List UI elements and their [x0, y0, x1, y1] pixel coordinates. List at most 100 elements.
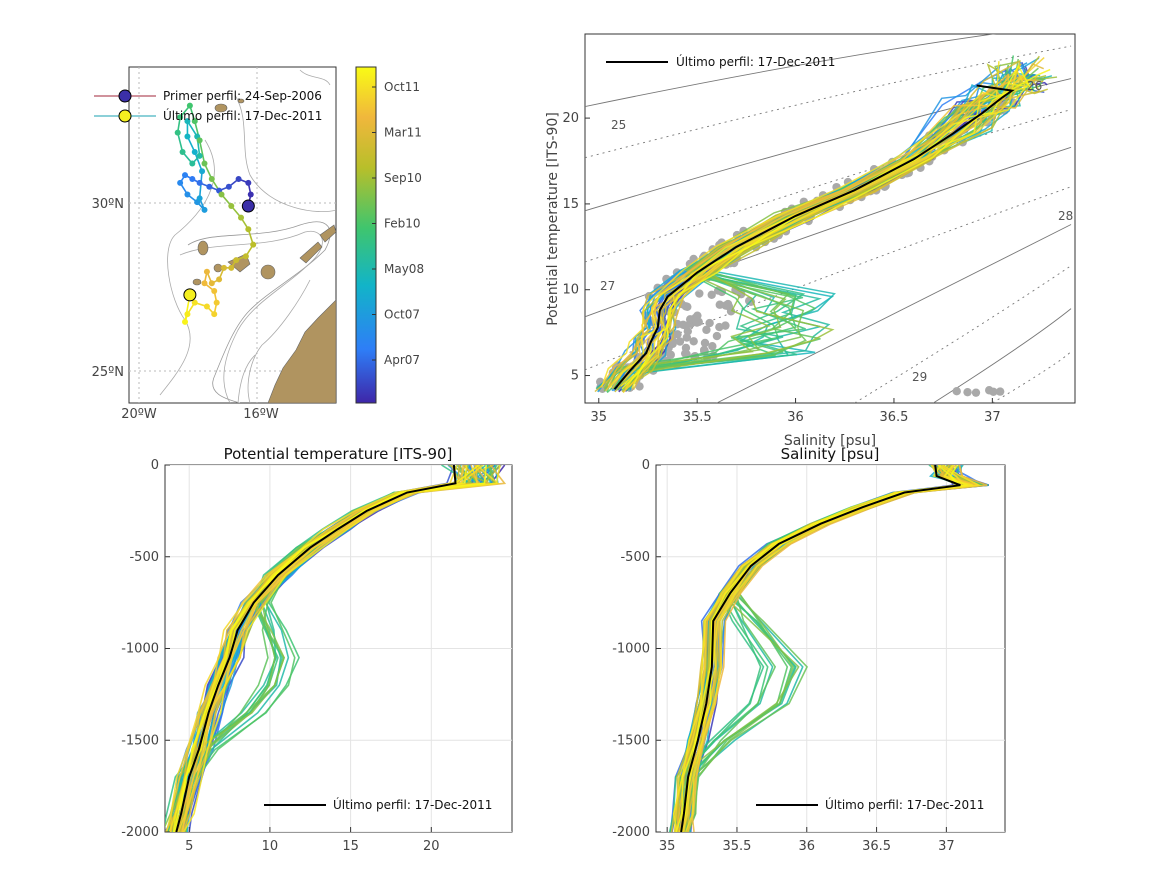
- ytick-label: -2000: [612, 825, 650, 840]
- track-point: [211, 288, 218, 294]
- track-segment: [176, 132, 184, 153]
- colorbar-tick-label: Apr07: [384, 353, 420, 367]
- isopycnal-label-26: 26: [1027, 79, 1042, 93]
- track-point: [203, 303, 210, 310]
- isopycnal-labels: 25 26 27 28 29: [600, 79, 1073, 384]
- ts-ytick-label: 10: [562, 283, 579, 298]
- track-point: [201, 206, 208, 213]
- track-point: [174, 129, 181, 136]
- isopycnal-label-28: 28: [1058, 209, 1073, 223]
- bathymetry-contour: [234, 94, 336, 213]
- track-point: [250, 241, 257, 248]
- track-point: [220, 264, 227, 271]
- xtick-label: 35.5: [722, 839, 751, 854]
- bathymetry-contour: [159, 139, 215, 396]
- legend-label-first: Primer perfil: 24-Sep-2006: [163, 89, 322, 103]
- track-point: [218, 191, 225, 198]
- track-point: [191, 148, 198, 155]
- climatology-point: [705, 318, 714, 328]
- track-point: [189, 160, 196, 167]
- legend-marker-first: [118, 89, 132, 103]
- ts-content: [585, 34, 1072, 403]
- colorbar-tick-label: May08: [384, 262, 424, 276]
- bathymetry-contour: [187, 221, 331, 403]
- legend-marker-last: [118, 109, 132, 123]
- track-point: [177, 179, 184, 186]
- track-point: [225, 183, 232, 190]
- isopycnal-line: [854, 265, 1072, 403]
- salinity-legend-label: Último perfil: 17-Dec-2011: [825, 797, 984, 812]
- salinity-content: [656, 465, 1005, 832]
- island-fuerteventura: [299, 241, 323, 264]
- ts-xtick-label: 36.5: [879, 410, 908, 425]
- track-point: [235, 176, 242, 182]
- climatology-point: [685, 315, 695, 324]
- climatology-point: [635, 382, 644, 391]
- ts-xtick-label: 36: [787, 410, 804, 425]
- track-point: [233, 257, 240, 264]
- climatology-point: [683, 327, 693, 336]
- xtick-label: 36: [798, 839, 815, 854]
- track-point: [213, 299, 220, 306]
- colorbar-tick-label: Oct07: [384, 308, 420, 322]
- climatology-point: [702, 325, 711, 335]
- float-profile-line: [620, 82, 1031, 387]
- bathymetry-contour: [237, 354, 256, 403]
- temperature-ticks: 5 10 15 20 0 -500 -1000 -1500 -2000: [121, 458, 439, 854]
- last-profile-line: [613, 84, 1015, 390]
- ytick-label: -1000: [121, 642, 159, 657]
- last-profile-marker: [183, 288, 197, 302]
- isopycnal-line: [716, 224, 1072, 403]
- track-segment: [198, 140, 206, 164]
- island: [237, 98, 245, 104]
- climatology-point: [683, 302, 692, 311]
- salinity-title: Salinity [psu]: [781, 445, 880, 463]
- float-profile-line: [605, 74, 1010, 392]
- climatology-point: [715, 322, 724, 332]
- map-lon-tick-20: 20ºW: [121, 407, 157, 422]
- float-profile-line: [594, 60, 1020, 393]
- ts-ylabel: Potential temperature [ITS-90]: [545, 112, 561, 326]
- isopycnal-line: [992, 351, 1072, 403]
- climatology-point: [692, 318, 702, 327]
- ytick-label: -500: [620, 550, 650, 565]
- ytick-label: -1500: [121, 733, 159, 748]
- track-point: [189, 176, 196, 182]
- isopycnal-line: [585, 34, 997, 108]
- track-point: [208, 280, 215, 287]
- ts-ytick-label: 5: [571, 369, 579, 384]
- first-profile-marker: [241, 199, 255, 213]
- colorbar-ticks: Oct11 Mar11 Sep10 Feb10 May08 Oct07 Apr07: [372, 80, 424, 367]
- climatology-point: [963, 387, 972, 397]
- colorbar-tick-label: Oct11: [384, 80, 420, 94]
- ts-ticks: 35 35.5 36 36.5 37 5 10 15 20: [562, 111, 1000, 425]
- track-point: [245, 179, 252, 186]
- isopycnal-label-25: 25: [611, 118, 626, 132]
- xtick-label: 37: [938, 839, 955, 854]
- xtick-label: 20: [423, 839, 440, 854]
- track-point: [191, 299, 198, 306]
- colorbar-gradient: [355, 66, 377, 404]
- ts-legend-label: Último perfil: 17-Dec-2011: [676, 54, 835, 69]
- track-point: [199, 168, 206, 175]
- ts-ytick-label: 20: [562, 111, 579, 126]
- ytick-label: 0: [642, 458, 650, 473]
- island-la-gomera: [213, 263, 223, 273]
- map-lat-tick-25: 25ºN: [92, 365, 124, 380]
- climatology-point: [682, 333, 692, 342]
- isopycnal-label-27: 27: [600, 279, 615, 293]
- temperature-title: Potential temperature [ITS-90]: [224, 445, 453, 463]
- island-la-palma: [197, 240, 209, 256]
- island-el-hierro: [192, 278, 202, 286]
- colorbar: Oct11 Mar11 Sep10 Feb10 May08 Oct07 Apr07: [355, 66, 424, 404]
- temperature-last-profile: [175, 465, 457, 832]
- climatology-point: [675, 337, 685, 346]
- track-point: [247, 191, 254, 198]
- ts-xtick-label: 35: [591, 410, 608, 425]
- ytick-label: -1500: [612, 733, 650, 748]
- track-point: [191, 118, 198, 125]
- climatology-point: [680, 349, 690, 358]
- map-lon-tick-16: 16ºW: [243, 407, 279, 422]
- track-point: [184, 311, 191, 318]
- ytick-label: -1000: [612, 642, 650, 657]
